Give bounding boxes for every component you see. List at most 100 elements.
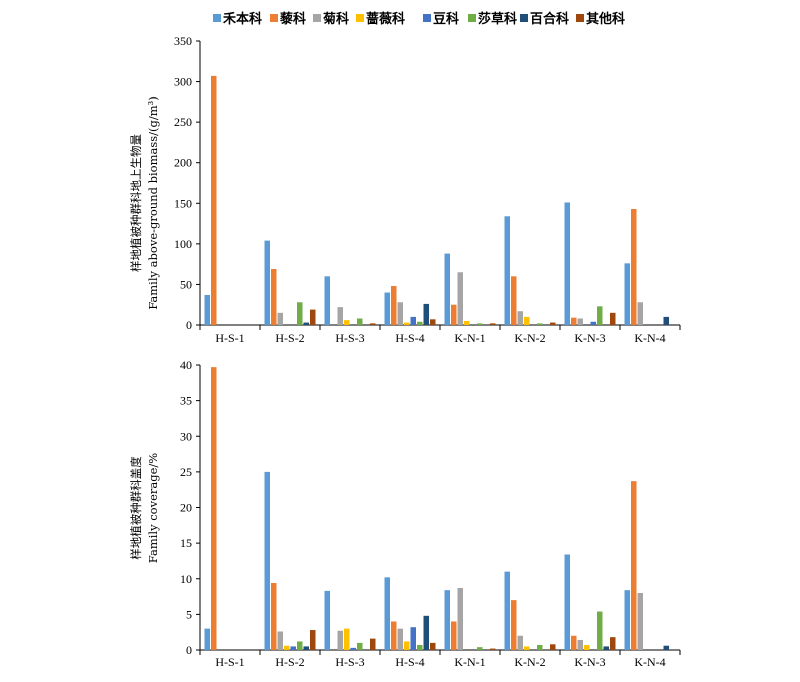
- bar: [430, 642, 436, 651]
- y-tick-label: 100: [174, 237, 192, 251]
- bar: [444, 253, 450, 325]
- bar: [310, 630, 316, 650]
- bar: [357, 318, 363, 325]
- y-axis-label: Family above-ground biomass/(g/m³): [146, 96, 160, 310]
- bar: [204, 294, 210, 325]
- bar: [517, 635, 523, 650]
- bar: [264, 240, 270, 325]
- bar: [564, 202, 570, 325]
- bar: [464, 320, 470, 325]
- bar: [397, 628, 403, 651]
- bar: [344, 320, 350, 325]
- bar: [457, 588, 463, 650]
- legend-label: 菊科: [323, 11, 349, 27]
- bar: [370, 638, 376, 650]
- bar: [504, 571, 510, 651]
- y-tick-label: 0: [186, 643, 192, 657]
- y-axis-label: Family coverage/%: [146, 453, 160, 564]
- bar: [610, 312, 616, 325]
- bar: [477, 647, 483, 650]
- x-tick-label: K-N-3: [574, 655, 605, 669]
- y-tick-label: 20: [180, 501, 192, 515]
- bar: [370, 323, 376, 325]
- legend-swatch: [270, 14, 278, 22]
- legend-swatch: [468, 14, 476, 22]
- x-tick-label: H-S-4: [395, 331, 424, 345]
- bar: [337, 307, 343, 325]
- bar: [537, 323, 543, 325]
- biomass-bar-chart: 0 50 100 150 200 250 300 350 H-S-1 H-S-2 H-S-3 H-S-…: [129, 34, 681, 345]
- bar: [550, 644, 556, 650]
- bar: [297, 641, 303, 650]
- x-tick-label: H-S-3: [335, 331, 364, 345]
- x-tick-label: K-N-4: [634, 331, 665, 345]
- bar: [277, 631, 283, 650]
- bar: [303, 646, 309, 650]
- y-tick-label: 5: [186, 607, 192, 621]
- y-tick-label: 350: [174, 34, 192, 48]
- coverage-bar-chart: 0 5 10 15 20 25 30 35 40 H-S-1 H-S-2 H-S-3 H-S-4 K-N-…: [129, 358, 681, 669]
- legend-swatch: [213, 14, 221, 22]
- bar: [271, 269, 277, 325]
- bar: [631, 208, 637, 325]
- legend-label: 其他科: [586, 11, 625, 27]
- bar: [430, 319, 436, 325]
- bar: [404, 322, 410, 325]
- x-tick-label: K-N-1: [454, 331, 485, 345]
- y-axis-label: 样地植被种群科地上生物量: [129, 134, 143, 272]
- bar: [663, 316, 669, 325]
- bar: [571, 635, 577, 650]
- y-tick-label: 200: [174, 156, 192, 170]
- bar: [597, 306, 603, 325]
- x-tick-label: H-S-1: [215, 331, 244, 345]
- bar: [423, 615, 429, 650]
- x-tick-label: K-N-4: [634, 655, 665, 669]
- bar: [584, 645, 590, 650]
- bar: [357, 642, 363, 651]
- bar: [524, 646, 530, 650]
- y-tick-label: 150: [174, 196, 192, 210]
- bar: [624, 263, 630, 325]
- bar: [271, 583, 277, 650]
- y-tick-label: 40: [180, 358, 192, 372]
- bar: [517, 311, 523, 325]
- bar: [391, 286, 397, 325]
- bar: [277, 312, 283, 325]
- bar: [610, 637, 616, 650]
- bar: [404, 641, 410, 650]
- bar: [444, 590, 450, 650]
- legend-label: 莎草科: [478, 11, 517, 27]
- bar: [284, 645, 290, 650]
- bar: [477, 323, 483, 325]
- bar: [603, 646, 609, 650]
- bar: [391, 621, 397, 650]
- x-tick-label: K-N-2: [514, 331, 545, 345]
- legend-swatch: [423, 14, 431, 22]
- bar: [663, 645, 669, 650]
- y-tick-label: 250: [174, 115, 192, 129]
- bar: [511, 276, 517, 325]
- bar: [490, 648, 496, 650]
- x-tick-label: K-N-2: [514, 655, 545, 669]
- y-axis-label: 样地植被种群科盖度: [129, 456, 143, 560]
- legend-label: 百合科: [530, 11, 569, 27]
- bar: [384, 577, 390, 650]
- bar: [537, 645, 543, 650]
- bar: [410, 316, 416, 325]
- y-tick-label: 35: [180, 394, 192, 408]
- bar: [571, 317, 577, 325]
- bar: [524, 316, 530, 325]
- legend-swatch: [356, 14, 364, 22]
- bar: [637, 593, 643, 650]
- bar: [204, 628, 210, 651]
- bar: [511, 600, 517, 651]
- bar: [577, 640, 583, 650]
- legend-swatch: [576, 14, 584, 22]
- y-tick-label: 300: [174, 75, 192, 89]
- x-tick-label: H-S-1: [215, 655, 244, 669]
- x-tick-label: H-S-2: [275, 331, 304, 345]
- x-tick-label: K-N-1: [454, 655, 485, 669]
- bar: [297, 302, 303, 325]
- bar: [631, 481, 637, 650]
